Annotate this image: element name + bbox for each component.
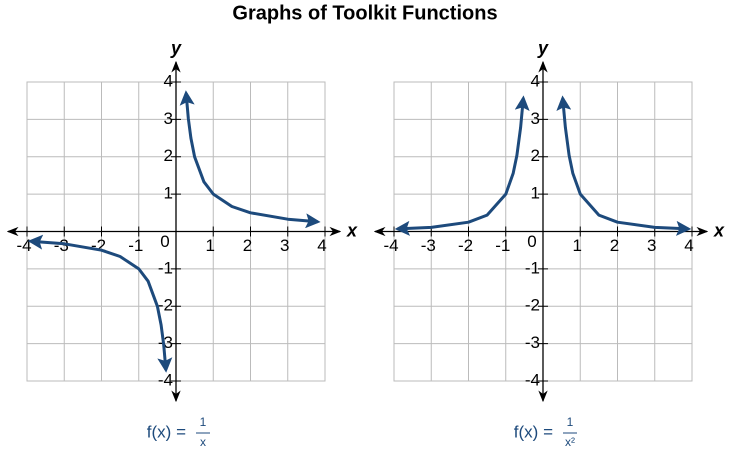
y-tick-label: -3 (525, 333, 540, 352)
x-axis-label: x (346, 220, 358, 240)
y-tick-label: -4 (525, 370, 540, 389)
y-tick-label: 1 (531, 184, 540, 203)
y-axis-label: y (537, 38, 549, 58)
y-tick-label: 3 (531, 109, 540, 128)
formula-numerator: 1 (200, 415, 207, 429)
formula-numerator: 1 (567, 415, 574, 429)
y-tick-label: 2 (164, 146, 173, 165)
formula-lhs: f(x) = (514, 422, 553, 441)
x-tick-label: 3 (647, 236, 656, 255)
x-tick-label: -2 (458, 236, 473, 255)
y-tick-label: -4 (158, 370, 173, 389)
x-tick-label: -1 (128, 236, 143, 255)
x-tick-label: 2 (243, 236, 252, 255)
function-curve (394, 95, 530, 236)
function-curve (27, 234, 173, 373)
x-tick-label: 1 (206, 236, 215, 255)
title: Graphs of Toolkit Functions (232, 2, 497, 24)
x-tick-label: 2 (610, 236, 619, 255)
x-tick-label: 4 (684, 236, 693, 255)
x-tick-label: -3 (421, 236, 436, 255)
y-tick-label: -2 (158, 296, 173, 315)
y-tick-label: -1 (158, 258, 173, 277)
function-curve (179, 90, 321, 229)
formula-denominator: x (200, 435, 206, 449)
function-curve (556, 95, 692, 236)
y-tick-label: 3 (164, 109, 173, 128)
y-tick-label: 4 (531, 71, 540, 90)
x-axis-label: x (713, 220, 725, 240)
origin-label: 0 (527, 232, 536, 251)
formula-denominator: x² (565, 435, 575, 449)
x-tick-label: -4 (16, 236, 31, 255)
y-tick-label: 4 (164, 71, 173, 90)
formula-lhs: f(x) = (147, 422, 186, 441)
x-tick-label: -1 (495, 236, 510, 255)
y-tick-label: 2 (531, 146, 540, 165)
x-tick-label: -4 (383, 236, 398, 255)
y-tick-label: -2 (525, 296, 540, 315)
x-tick-label: 3 (280, 236, 289, 255)
x-tick-label: 4 (317, 236, 326, 255)
origin-label: 0 (160, 232, 169, 251)
y-axis-label: y (170, 38, 182, 58)
x-tick-label: 1 (573, 236, 582, 255)
y-tick-label: 1 (164, 184, 173, 203)
y-tick-label: -1 (525, 258, 540, 277)
